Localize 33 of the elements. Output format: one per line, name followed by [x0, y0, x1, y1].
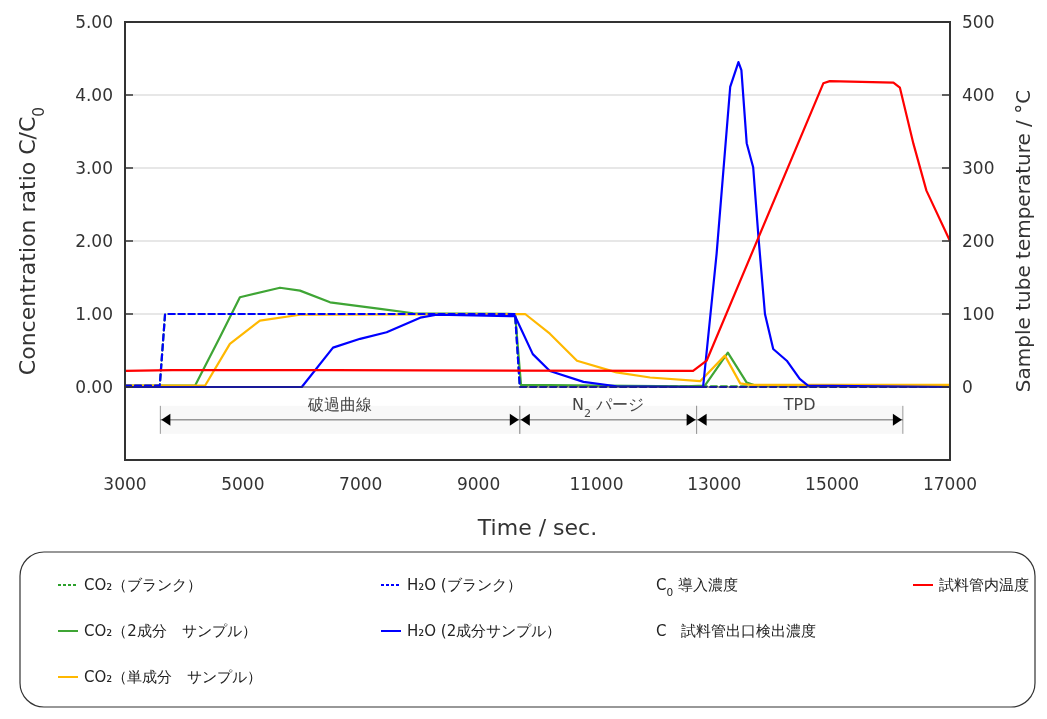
legend-label: H₂O (2成分サンプル）	[407, 622, 562, 640]
legend-label: CO₂（2成分 サンプル）	[84, 622, 257, 640]
y2-tick-label: 500	[962, 12, 995, 32]
band-label: TPD	[782, 394, 816, 414]
y-tick-label: 5.00	[75, 12, 113, 32]
y2-axis-title: Sample tube temperature / °C	[1011, 89, 1035, 393]
y-tick-label: 4.00	[75, 85, 113, 105]
text: C$_{0}$ 導入濃度	[656, 576, 738, 598]
x-tick-label: 9000	[456, 474, 501, 494]
x-tick-label: 7000	[339, 474, 383, 494]
band-label: N$_{2}$パージ	[572, 394, 645, 420]
y-tick-label: 3.00	[75, 158, 113, 178]
x-tick-label: 3000	[103, 474, 147, 494]
legend-label: 試料管内温度	[939, 576, 1029, 594]
legend-label: CO₂（ブランク）	[84, 576, 203, 594]
y2-tick-label: 200	[962, 231, 995, 251]
band-label: 破過曲線	[307, 394, 373, 414]
x-tick-label: 5000	[221, 474, 265, 494]
text: C 試料管出口検出濃度	[656, 622, 817, 640]
x-tick-label: 17000	[922, 474, 978, 494]
y2-tick-label: 0	[962, 377, 973, 397]
y-tick-label: 0.00	[75, 377, 113, 397]
x-tick-label: 13000	[687, 474, 742, 494]
y-tick-label: 1.00	[75, 304, 113, 324]
x-axis-title: Time / sec.	[476, 515, 598, 540]
y2-tick-label: 100	[962, 304, 995, 324]
y2-tick-label: 300	[962, 158, 995, 178]
legend-label: CO₂（単成分 サンプル）	[84, 668, 263, 686]
y2-tick-label: 400	[962, 85, 995, 105]
x-tick-label: 15000	[805, 474, 860, 494]
x-tick-label: 11000	[569, 474, 624, 494]
y-tick-label: 2.00	[75, 231, 113, 251]
legend-label: H₂O (ブランク）	[407, 576, 522, 594]
